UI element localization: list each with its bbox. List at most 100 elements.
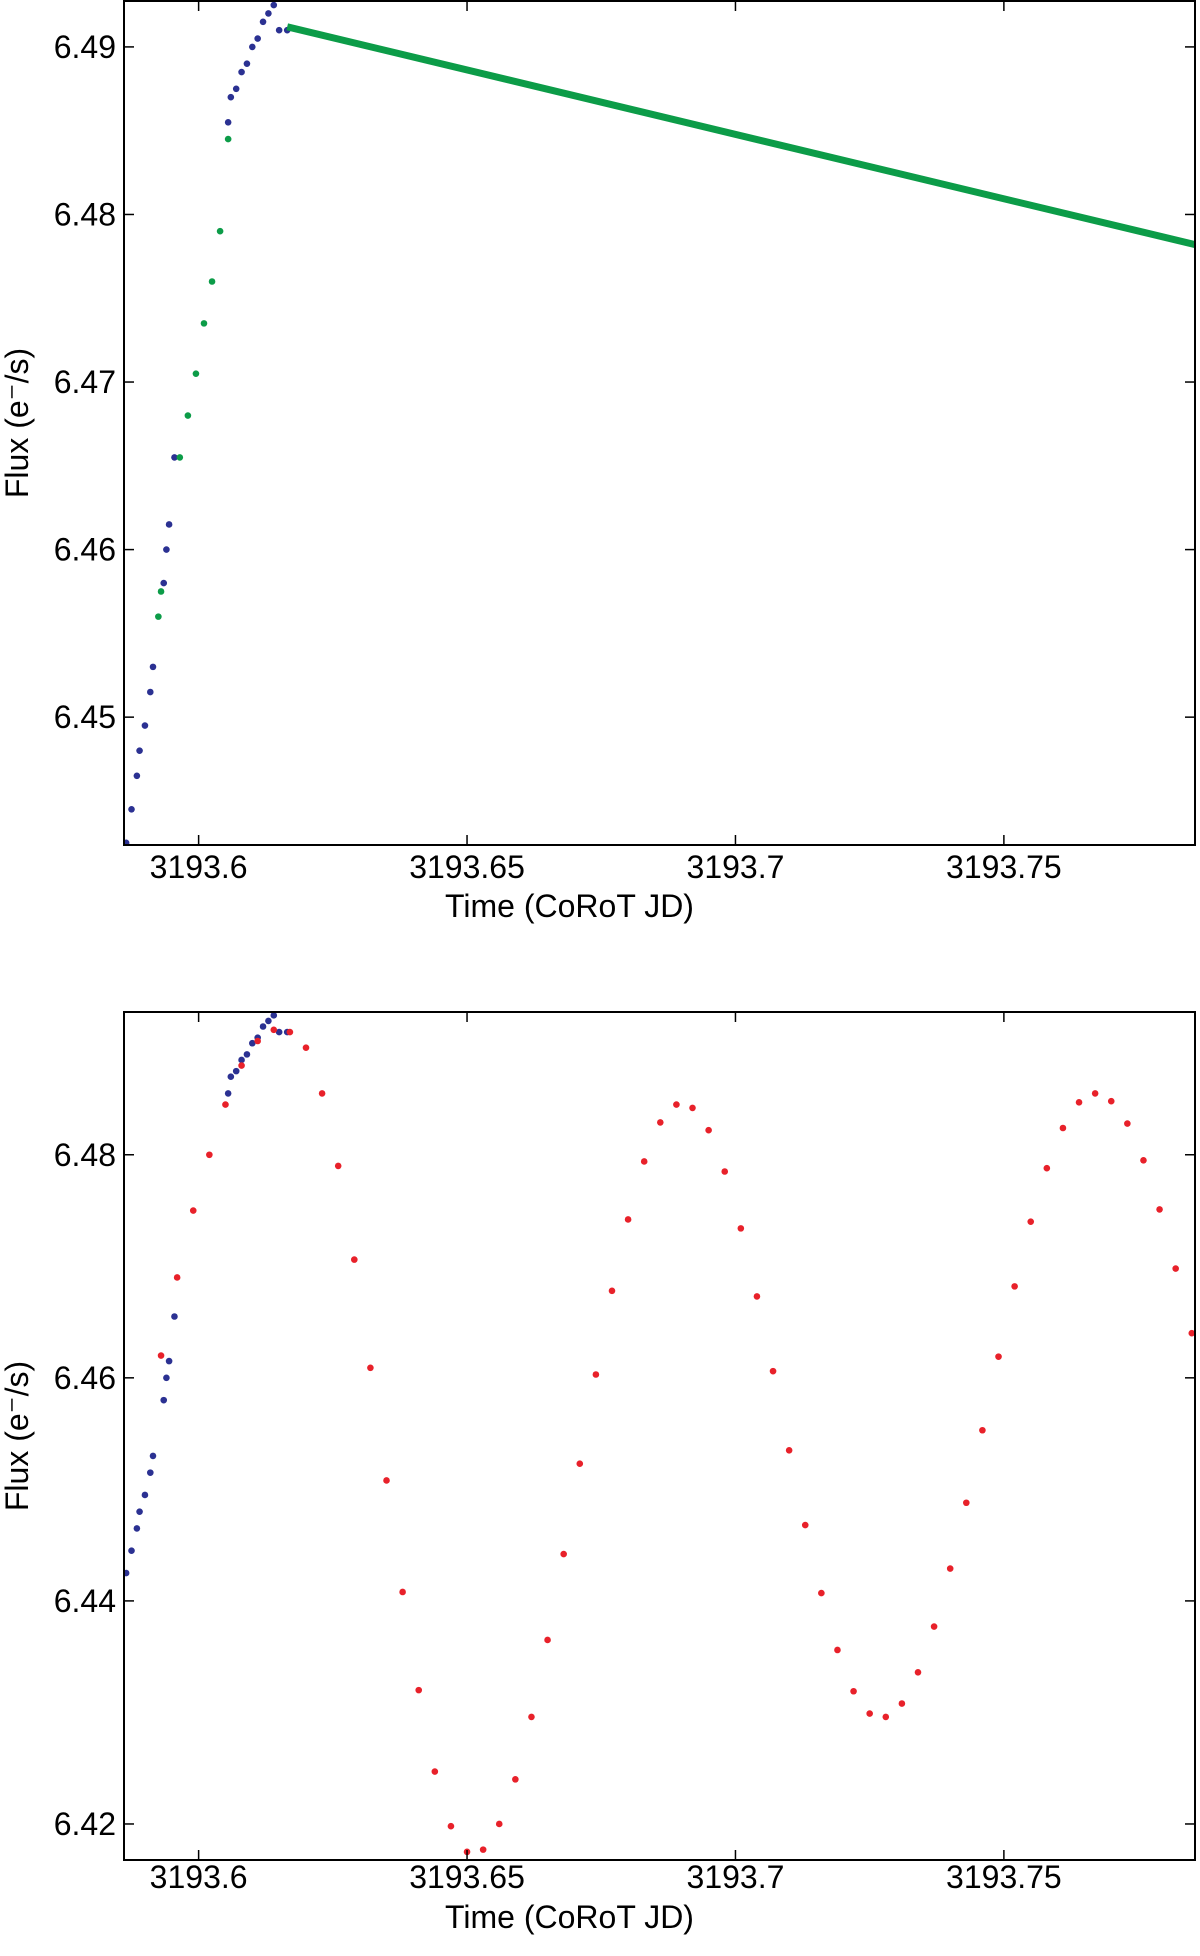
y-tick-label: 6.45 [54, 699, 116, 735]
data-point [149, 663, 157, 671]
data-point [165, 1357, 173, 1365]
y-tick-label: 6.46 [54, 1360, 116, 1396]
x-tick-label: 3193.65 [409, 849, 525, 885]
data-point [232, 85, 240, 93]
data-point [160, 579, 168, 587]
data-point [155, 613, 162, 620]
data-point [818, 1589, 825, 1597]
data-point [222, 1101, 229, 1108]
data-point [249, 1039, 256, 1047]
data-point [124, 1569, 130, 1577]
data-point [657, 1119, 664, 1126]
data-point [1027, 1218, 1035, 1225]
x-axis-label: Time (CoRoT JD) [445, 888, 694, 924]
data-point [141, 1491, 149, 1499]
data-point [259, 18, 267, 26]
data-point [1172, 1265, 1179, 1272]
x-tick-label: 3193.7 [687, 1859, 785, 1895]
data-point [801, 1521, 809, 1529]
data-point [367, 1364, 374, 1372]
data-point [160, 1396, 168, 1404]
data-point [721, 1168, 729, 1175]
x-tick-label: 3193.6 [150, 1859, 248, 1895]
plot-area [124, 1, 1195, 845]
data-point [133, 1525, 141, 1532]
data-point [399, 1588, 406, 1596]
data-point [232, 1067, 240, 1075]
data-point [243, 60, 251, 67]
y-tick-label: 6.48 [54, 1137, 116, 1173]
y-tick-label: 6.44 [54, 1583, 116, 1619]
y-tick-label: 6.48 [54, 196, 116, 232]
data-point [1107, 1097, 1115, 1105]
plot-frame [123, 0, 1196, 846]
data-point [383, 1477, 390, 1484]
data-point [147, 1469, 154, 1476]
data-point [163, 546, 170, 553]
data-point [224, 1090, 232, 1097]
data-point [249, 43, 256, 51]
data-point [930, 1623, 938, 1630]
x-axis-label: Time (CoRoT JD) [445, 1899, 694, 1935]
data-point [512, 1776, 519, 1783]
data-point [1011, 1283, 1018, 1290]
y-tick-label: 6.42 [54, 1806, 116, 1842]
data-point [165, 521, 173, 528]
data-point [171, 1313, 178, 1320]
y-tick-label: 6.47 [54, 364, 116, 400]
data-point [963, 1499, 970, 1507]
data-point [216, 227, 224, 235]
data-point [128, 1547, 135, 1555]
y-axis-label: Flux (e⁻/s) [0, 1361, 35, 1511]
data-point [275, 1028, 283, 1036]
data-point [979, 1426, 986, 1434]
data-point [206, 1151, 213, 1159]
data-point [1188, 1329, 1195, 1337]
data-line [286, 23, 1195, 249]
data-point [495, 1820, 503, 1828]
data-point [560, 1550, 567, 1558]
data-point [1059, 1124, 1067, 1132]
data-point [946, 1565, 954, 1572]
data-point [592, 1371, 600, 1378]
data-point [189, 1207, 197, 1214]
data-point [528, 1713, 535, 1721]
data-point [227, 1073, 235, 1080]
data-point [882, 1713, 890, 1721]
data-point [1075, 1099, 1083, 1106]
data-point [238, 1056, 245, 1064]
data-point [334, 1162, 342, 1170]
data-point [447, 1822, 455, 1830]
data-point [769, 1367, 777, 1375]
x-tick-label: 3193.75 [946, 849, 1062, 885]
data-point [431, 1768, 439, 1775]
data-point [265, 10, 272, 17]
data-point [149, 1452, 157, 1460]
data-point [157, 1352, 165, 1359]
x-tick-label: 3193.75 [946, 1859, 1062, 1895]
data-point [141, 722, 149, 729]
data-point [576, 1460, 584, 1468]
data-point [224, 119, 232, 126]
data-point [270, 1012, 278, 1019]
data-point [147, 688, 154, 696]
data-point [124, 839, 130, 845]
data-point [544, 1636, 551, 1644]
data-point [171, 454, 178, 461]
data-point [157, 588, 165, 595]
data-point [914, 1668, 922, 1676]
plot-frame [123, 1011, 1196, 1861]
data-point [227, 93, 235, 101]
data-point [689, 1104, 696, 1112]
data-point [1124, 1120, 1131, 1127]
data-point [265, 1017, 272, 1025]
data-point [224, 135, 232, 143]
data-point [184, 412, 192, 419]
data-point [275, 26, 283, 34]
data-point [1156, 1206, 1163, 1213]
data-point [898, 1700, 906, 1707]
y-tick-label: 6.49 [54, 29, 116, 65]
y-tick-label: 6.46 [54, 532, 116, 568]
data-point [302, 1044, 310, 1051]
